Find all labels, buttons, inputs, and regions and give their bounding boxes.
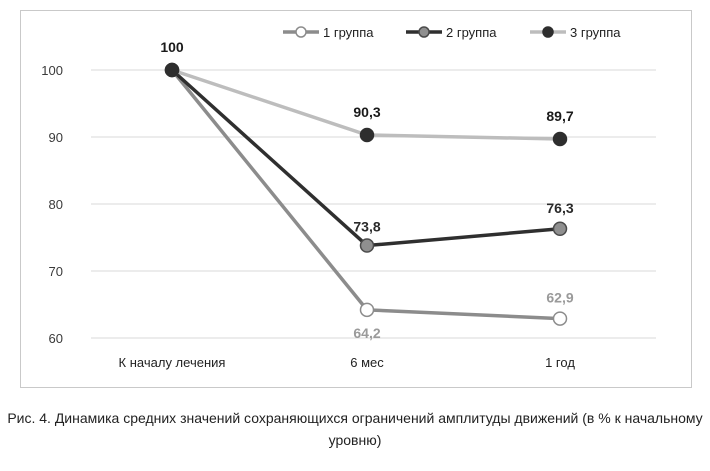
data-label: 62,9 (546, 290, 573, 306)
data-point (359, 302, 375, 318)
figure-caption: Рис. 4. Динамика средних значений сохран… (7, 410, 703, 448)
data-label: 76,3 (546, 200, 573, 216)
data-label: 100 (160, 39, 184, 55)
data-label: 90,3 (353, 104, 380, 120)
line-chart: 60 70 80 90 100 К началу лечения 6 мес 1 год 6… (41, 25, 656, 370)
y-tick-label: 60 (49, 331, 63, 346)
data-label: 73,8 (353, 219, 380, 235)
legend-label: 2 группа (446, 25, 497, 40)
y-tick-label: 80 (49, 197, 63, 212)
x-tick-label: 6 мес (350, 355, 384, 370)
legend-marker (418, 26, 430, 38)
data-point (552, 131, 568, 147)
data-point (164, 62, 180, 78)
chart-frame: 60 70 80 90 100 К началу лечения 6 мес 1 год 6… (20, 10, 692, 388)
series-markers (164, 62, 568, 326)
data-labels: 64,2 62,9 73,8 76,3 100 90,3 89,7 (160, 39, 574, 341)
legend-label: 3 группа (570, 25, 621, 40)
data-label: 64,2 (353, 325, 380, 341)
data-point (552, 221, 568, 237)
data-point (359, 127, 375, 143)
y-tick-label: 100 (41, 63, 63, 78)
legend: 1 группа 2 группа 3 группа (283, 25, 621, 40)
data-point (359, 238, 375, 253)
data-label: 89,7 (546, 108, 573, 124)
legend-marker (295, 26, 307, 38)
legend-marker (542, 26, 554, 38)
x-tick-label: К началу лечения (119, 355, 226, 370)
y-axis-ticks: 60 70 80 90 100 (41, 63, 63, 346)
y-tick-label: 70 (49, 264, 63, 279)
x-axis-ticks: К началу лечения 6 мес 1 год (119, 355, 576, 370)
y-tick-label: 90 (49, 130, 63, 145)
data-point (552, 311, 568, 326)
x-tick-label: 1 год (545, 355, 575, 370)
legend-label: 1 группа (323, 25, 374, 40)
